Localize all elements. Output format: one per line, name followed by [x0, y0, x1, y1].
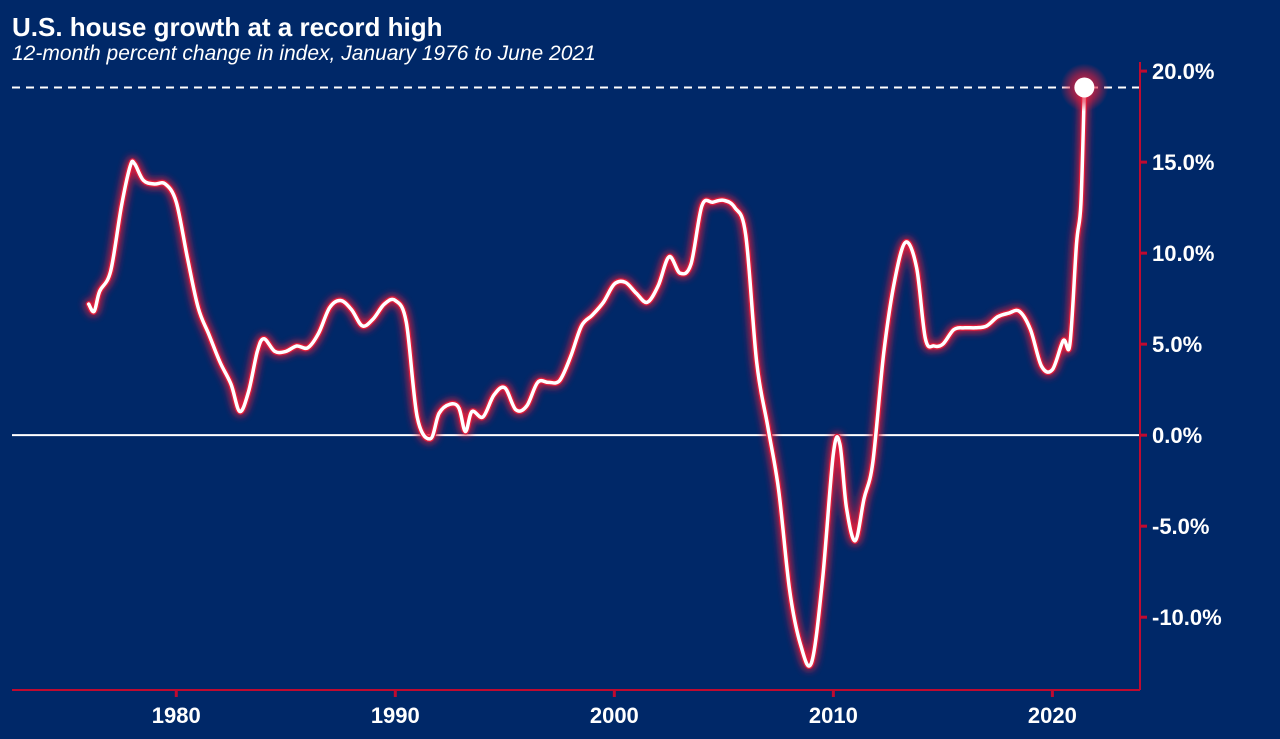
y-tick-label: 10.0% — [1152, 241, 1214, 266]
reference-lines — [12, 86, 1140, 437]
series-layer — [84, 83, 1089, 671]
highlight-layer — [1060, 63, 1109, 112]
series-outline — [85, 84, 1088, 670]
series-line — [86, 85, 1087, 668]
chart-title: U.S. house growth at a record high — [12, 12, 443, 42]
axes: 20.0% 15.0% 10.0% 5.0% 0.0% -5.0% -10.0% 1980 19… — [12, 59, 1222, 728]
y-tick-label: -10.0% — [1152, 605, 1222, 630]
chart-subtitle: 12-month percent change in index, Januar… — [12, 42, 596, 65]
x-tick-label: 2000 — [590, 703, 639, 728]
y-tick-label: 5.0% — [1152, 332, 1202, 357]
y-tick-label: 15.0% — [1152, 150, 1214, 175]
x-tick-label: 2010 — [809, 703, 858, 728]
x-tick-label: 1980 — [152, 703, 201, 728]
highlight-point — [1074, 77, 1095, 98]
y-tick-label: 20.0% — [1152, 59, 1214, 84]
y-tick-label: -5.0% — [1152, 514, 1209, 539]
x-tick-label: 1990 — [371, 703, 420, 728]
y-tick-label: 0.0% — [1152, 423, 1202, 448]
x-tick-label: 2020 — [1028, 703, 1077, 728]
series-glow — [84, 83, 1089, 671]
